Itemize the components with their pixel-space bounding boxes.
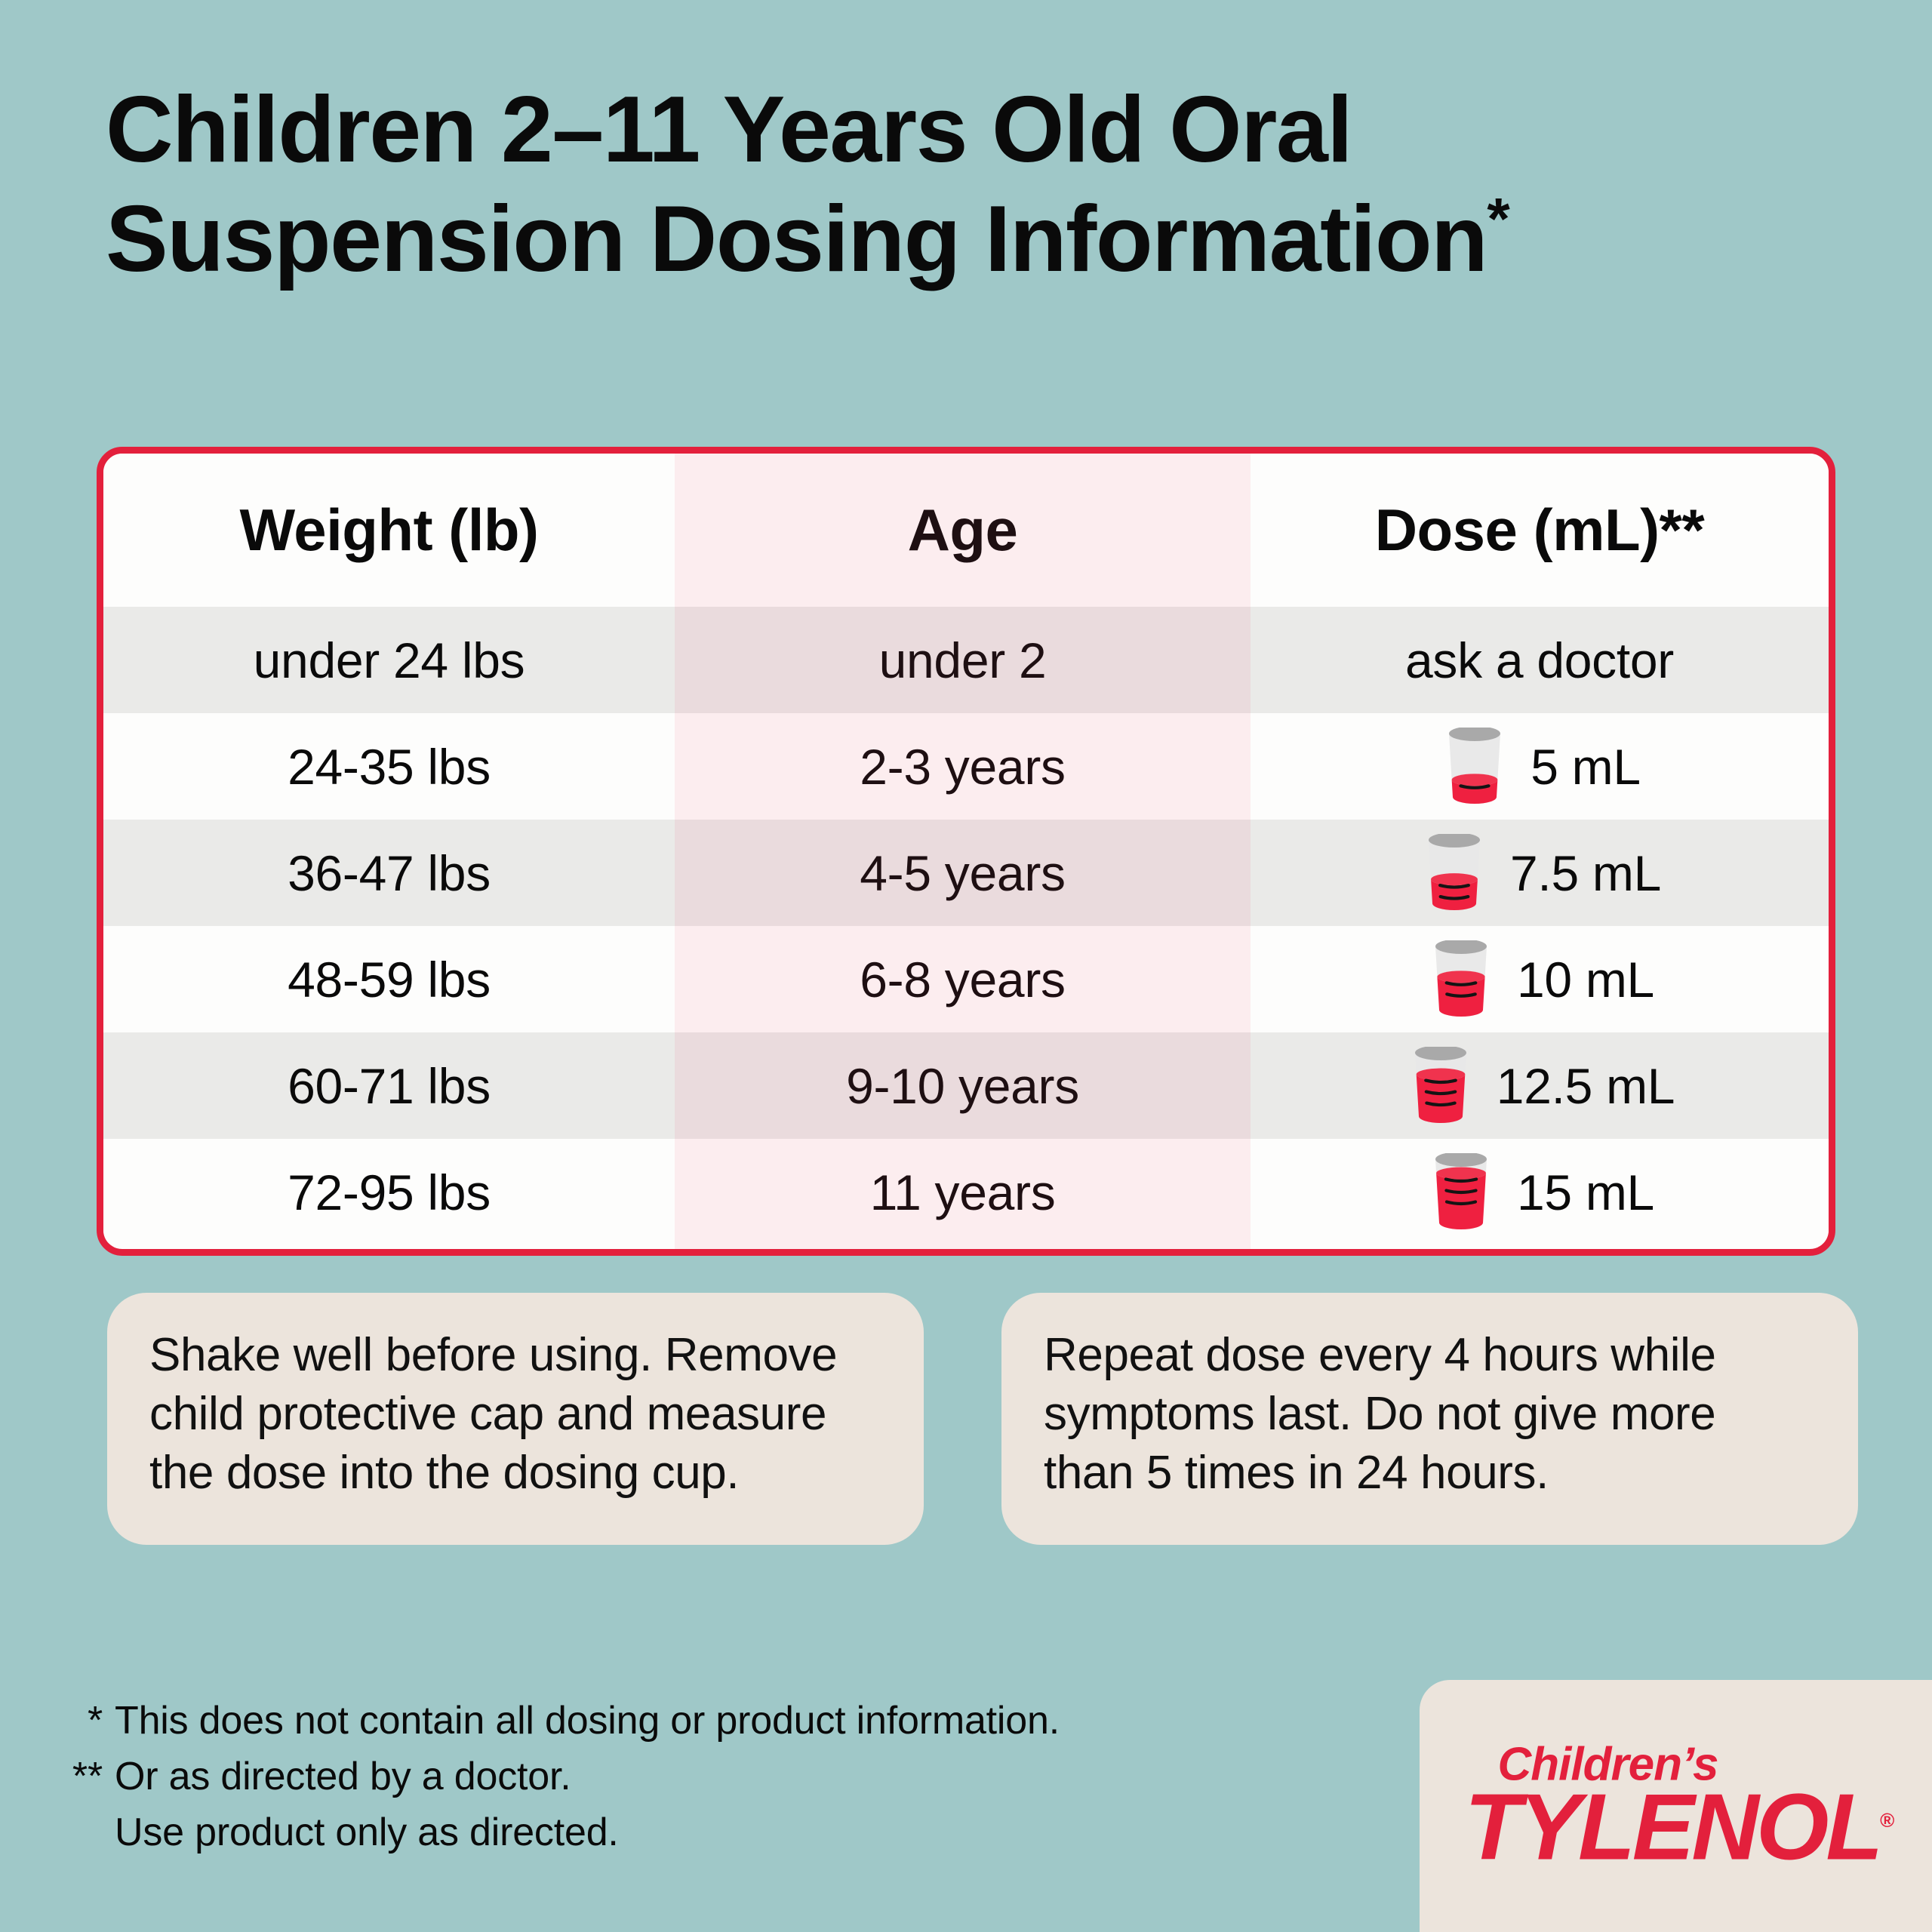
note-frequency-text: Repeat dose every 4 hours while symptoms…	[1044, 1329, 1716, 1500]
brand-logo: Children’s TYLENOL®	[1465, 1738, 1895, 1875]
cell-dose: ask a doctor	[1405, 632, 1674, 688]
note-preparation-text: Shake well before using. Remove child pr…	[149, 1329, 838, 1500]
footnote-row: Use product only as directed.	[45, 1805, 1374, 1861]
table-header-row: Weight (lb) Age Dose (mL)**	[103, 454, 1829, 607]
dosing-cup-icon	[1418, 833, 1491, 912]
dose-amount-label: 7.5 mL	[1510, 844, 1661, 901]
dosing-cup-icon	[1425, 940, 1497, 1019]
note-box-preparation: Shake well before using. Remove child pr…	[107, 1293, 924, 1545]
cell-age: 9-10 years	[846, 1057, 1079, 1114]
footnote-row: ** Or as directed by a doctor.	[45, 1749, 1374, 1805]
cell-dose: 15 mL	[1251, 1152, 1829, 1232]
dose-amount-label: 12.5 mL	[1496, 1057, 1675, 1114]
table-row: 48-59 lbs 6-8 years 10 mL	[103, 926, 1829, 1032]
column-header-weight: Weight (lb)	[239, 497, 539, 563]
page-title-line-1: Children 2–11 Years Old Oral	[106, 78, 1353, 182]
footnotes: * This does not contain all dosing or pro…	[45, 1694, 1374, 1860]
footnote-marker: **	[72, 1754, 103, 1798]
cell-age: 11 years	[869, 1164, 1056, 1220]
dosing-cup-icon	[1404, 1046, 1477, 1125]
cell-weight: 48-59 lbs	[288, 951, 491, 1008]
cell-weight: 72-95 lbs	[288, 1164, 491, 1220]
brand-prefix-childrens: Children’s	[1497, 1738, 1719, 1791]
registered-trademark-icon: ®	[1880, 1809, 1895, 1832]
dosing-table-inner: Weight (lb) Age Dose (mL)** under 24 lbs…	[103, 454, 1829, 1249]
cell-age: 2-3 years	[860, 738, 1066, 795]
column-header-age: Age	[907, 497, 1018, 563]
page-title: Children 2–11 Years Old Oral Suspension …	[106, 75, 1857, 294]
dosing-cup-icon	[1425, 1152, 1497, 1232]
brand-logo-card: Children’s TYLENOL®	[1420, 1680, 1932, 1932]
cell-weight: 24-35 lbs	[288, 738, 491, 795]
page-title-line-2: Suspension Dosing Information	[106, 187, 1488, 292]
dose-amount-label: 5 mL	[1531, 738, 1641, 795]
footnote-marker: *	[87, 1699, 103, 1743]
table-row: under 24 lbs under 2 ask a doctor	[103, 607, 1829, 713]
footnote-text: This does not contain all dosing or prod…	[115, 1699, 1060, 1743]
cell-dose: 5 mL	[1251, 727, 1829, 806]
cell-weight: under 24 lbs	[253, 632, 525, 688]
footnote-row: * This does not contain all dosing or pro…	[45, 1694, 1374, 1749]
footnote-text: Or as directed by a doctor.	[115, 1754, 571, 1798]
table-row: 60-71 lbs 9-10 years 12.5 mL	[103, 1032, 1829, 1139]
note-box-frequency: Repeat dose every 4 hours while symptoms…	[1001, 1293, 1858, 1545]
cell-weight: 60-71 lbs	[288, 1057, 491, 1114]
cell-age: 6-8 years	[860, 951, 1066, 1008]
footnote-text: Use product only as directed.	[115, 1810, 619, 1854]
cell-dose: 10 mL	[1251, 940, 1829, 1019]
dosing-cup-icon	[1438, 727, 1511, 806]
cell-weight: 36-47 lbs	[288, 844, 491, 901]
dosing-table: Weight (lb) Age Dose (mL)** under 24 lbs…	[97, 447, 1835, 1256]
dose-amount-label: 10 mL	[1517, 951, 1654, 1008]
cell-dose: 12.5 mL	[1251, 1046, 1829, 1125]
brand-name-text: TYLENOL	[1464, 1775, 1884, 1880]
table-row: 36-47 lbs 4-5 years 7.5 mL	[103, 820, 1829, 926]
table-row: 24-35 lbs 2-3 years 5 mL	[103, 713, 1829, 820]
cell-age: under 2	[878, 632, 1047, 688]
brand-name-tylenol: TYLENOL®	[1465, 1781, 1895, 1875]
table-body: under 24 lbs under 2 ask a doctor 24-35 lbs…	[103, 607, 1829, 1245]
column-header-dose: Dose (mL)**	[1374, 497, 1705, 563]
dose-amount-label: 15 mL	[1517, 1164, 1654, 1220]
title-footnote-asterisk: *	[1487, 185, 1509, 252]
cell-age: 4-5 years	[860, 844, 1066, 901]
cell-dose: 7.5 mL	[1251, 833, 1829, 912]
table-row: 72-95 lbs 11 years 15 mL	[103, 1139, 1829, 1245]
